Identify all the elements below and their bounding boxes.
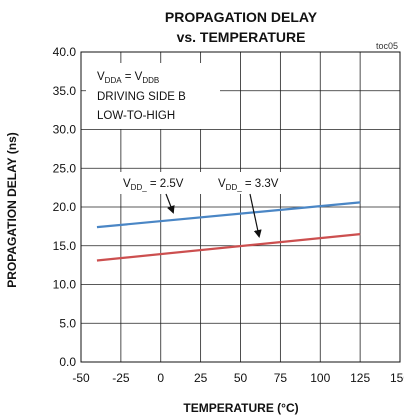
y-tick-label: 5.0 <box>59 316 76 330</box>
y-tick-label: 25.0 <box>53 161 77 175</box>
conditions-box-bg <box>86 63 220 129</box>
series-label-2v5: VDD_ = 2.5V <box>123 178 184 192</box>
y-tick-label: 30.0 <box>53 123 77 137</box>
series-label-3v3: VDD_ = 3.3V <box>218 178 279 192</box>
x-tick-label: 50 <box>234 371 248 385</box>
condition-driving-side: DRIVING SIDE B <box>97 91 186 103</box>
y-tick-label: 0.0 <box>59 355 76 369</box>
arrow-to-3v3-series <box>249 193 262 238</box>
y-tick-label: 35.0 <box>53 84 77 98</box>
y-tick-label: 10.0 <box>53 278 77 292</box>
arrow-to-2v5-series <box>165 193 175 214</box>
y-tick-label: 15.0 <box>53 239 77 253</box>
series-line-1 <box>96 233 361 262</box>
x-tick-label: 100 <box>310 371 330 385</box>
x-tick-label: -50 <box>72 371 90 385</box>
plot-frame <box>80 51 401 363</box>
series-label-bg-2v5 <box>118 172 204 194</box>
series-line-0 <box>96 201 361 229</box>
condition-supply-equality: VDDA = VDDB <box>97 71 159 85</box>
x-tick-labels: -50 -25 0 25 50 75 100 125 150 <box>72 371 404 385</box>
chart-title-line-2: vs. TEMPERATURE <box>177 29 306 45</box>
y-tick-labels: 0.0 5.0 10.0 15.0 20.0 25.0 30.0 35.0 40.0 <box>53 45 77 369</box>
x-tick-label: -25 <box>112 371 130 385</box>
x-tick-label: 25 <box>194 371 208 385</box>
x-axis-label: TEMPERATURE (°C) <box>183 401 298 415</box>
chart-title-line-1: PROPAGATION DELAY <box>165 9 318 25</box>
chart-code: toc05 <box>376 41 398 51</box>
data-series <box>96 201 361 262</box>
x-tick-label: 0 <box>157 371 164 385</box>
x-tick-label: 75 <box>274 371 288 385</box>
x-tick-label: 125 <box>350 371 370 385</box>
y-axis-label: PROPAGATION DELAY (ns) <box>5 132 19 288</box>
y-tick-label: 40.0 <box>53 45 77 59</box>
x-tick-label: 150 <box>390 371 404 385</box>
y-tick-label: 20.0 <box>53 200 77 214</box>
series-label-bg-3v3 <box>212 172 300 194</box>
condition-transition: LOW-TO-HIGH <box>97 110 175 122</box>
